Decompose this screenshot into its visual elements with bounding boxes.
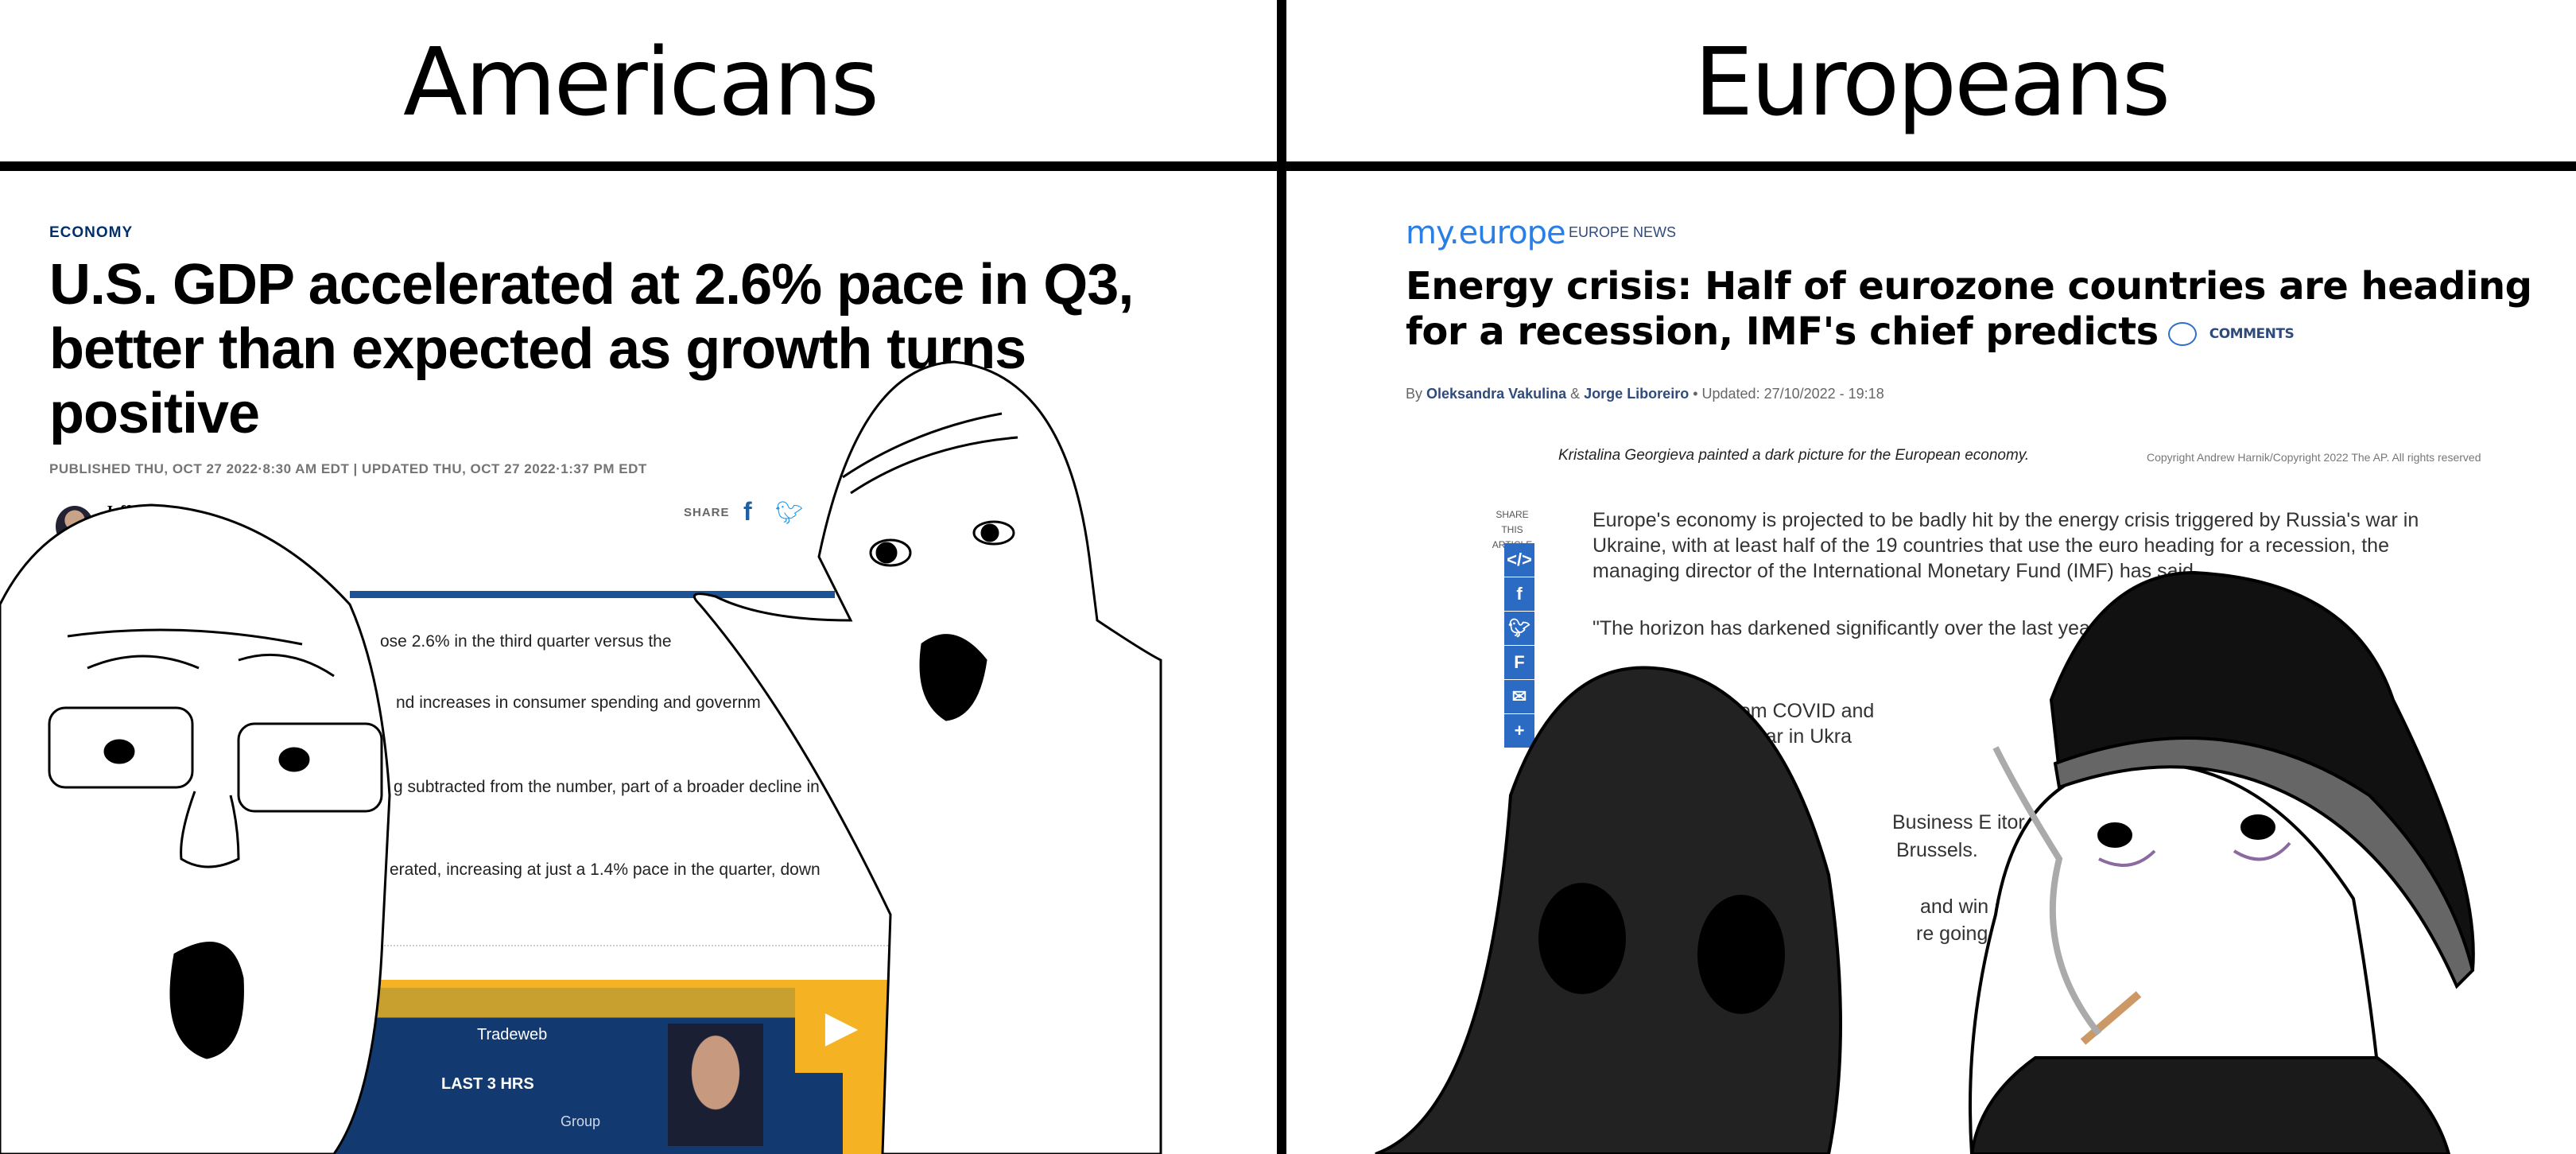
share-label: SHARE: [684, 506, 730, 519]
embed-icon[interactable]: </>: [1504, 543, 1534, 577]
email-icon[interactable]: ✉: [1504, 680, 1534, 713]
header-europeans: Europeans: [1693, 26, 2171, 137]
video-last3hrs-text: LAST 3 HRS: [441, 1075, 534, 1093]
amp: &: [1570, 386, 1581, 402]
body-text: Europe's economy is projected to be badl…: [1593, 509, 2419, 531]
twitter-icon[interactable]: 🐦︎: [1504, 612, 1534, 645]
pointing-wojak-drawing: [692, 360, 1162, 1154]
video-tradeweb-text: Tradeweb: [477, 1026, 548, 1043]
updated-date: Updated: 27/10/2022 - 19:18: [1701, 386, 1884, 402]
body-text: Ukraine, with at least half of the 19 co…: [1593, 534, 2389, 557]
doomer-wojak-drawing: [1375, 666, 1842, 1154]
header-americans: Americans: [402, 26, 879, 137]
glasses-wojak-drawing: [0, 503, 391, 1154]
facebook-icon[interactable]: f: [743, 497, 752, 526]
site-logo[interactable]: my.europe: [1406, 215, 1566, 251]
body-text: erated, increasing at just a 1.4% pace i…: [390, 861, 821, 879]
by-label: By: [1406, 386, 1423, 402]
facebook-icon[interactable]: f: [1504, 577, 1534, 611]
comments-link[interactable]: COMMENTS: [2209, 325, 2295, 342]
section-link[interactable]: EUROPE NEWS: [1569, 224, 1677, 240]
author-link[interactable]: Oleksandra Vakulina: [1426, 386, 1567, 402]
flipboard-icon[interactable]: F: [1504, 646, 1534, 679]
twitter-icon[interactable]: 🐦︎: [775, 500, 804, 525]
body-text: ose 2.6% in the third quarter versus the: [380, 632, 672, 651]
headline-text: Energy crisis: Half of eurozone countrie…: [1406, 264, 2532, 354]
vertical-divider: [1277, 0, 1286, 1154]
more-icon[interactable]: +: [1504, 714, 1534, 748]
video-side-text: Group: [561, 1113, 601, 1129]
horizontal-divider: [0, 161, 2576, 171]
category-link[interactable]: ECONOMY: [49, 224, 134, 241]
image-copyright: Copyright Andrew Harnik/Copyright 2022 T…: [2147, 451, 2481, 464]
author-link[interactable]: Jorge Liboreiro: [1584, 386, 1690, 402]
section-divider: [366, 945, 890, 946]
body-text: "The horizon has darkened significantly …: [1593, 617, 2109, 639]
body-text: Business E itor S: [1892, 811, 2044, 833]
comment-bubble-icon[interactable]: [2167, 322, 2197, 346]
body-text: g subtracted from the number, part of a …: [394, 778, 820, 796]
play-icon[interactable]: ▶: [795, 980, 888, 1073]
us-headline: U.S. GDP accelerated at 2.6% pace in Q3,…: [49, 253, 1134, 445]
body-text: managing director of the International M…: [1593, 560, 2194, 582]
body-text: Brussels.: [1896, 839, 1978, 861]
byline: By Oleksandra Vakulina & Jorge Liboreiro…: [1406, 386, 1884, 402]
image-caption: Kristalina Georgieva painted a dark pict…: [1558, 447, 2030, 464]
eu-headline: Energy crisis: Half of eurozone countrie…: [1406, 264, 2535, 357]
beanie-wojak-drawing: [1969, 570, 2475, 1154]
key-points-bar: [350, 591, 835, 598]
published-date: PUBLISHED THU, OCT 27 2022·8:30 AM EDT |…: [49, 461, 647, 476]
body-text: nd increases in consumer spending and go…: [396, 694, 761, 712]
